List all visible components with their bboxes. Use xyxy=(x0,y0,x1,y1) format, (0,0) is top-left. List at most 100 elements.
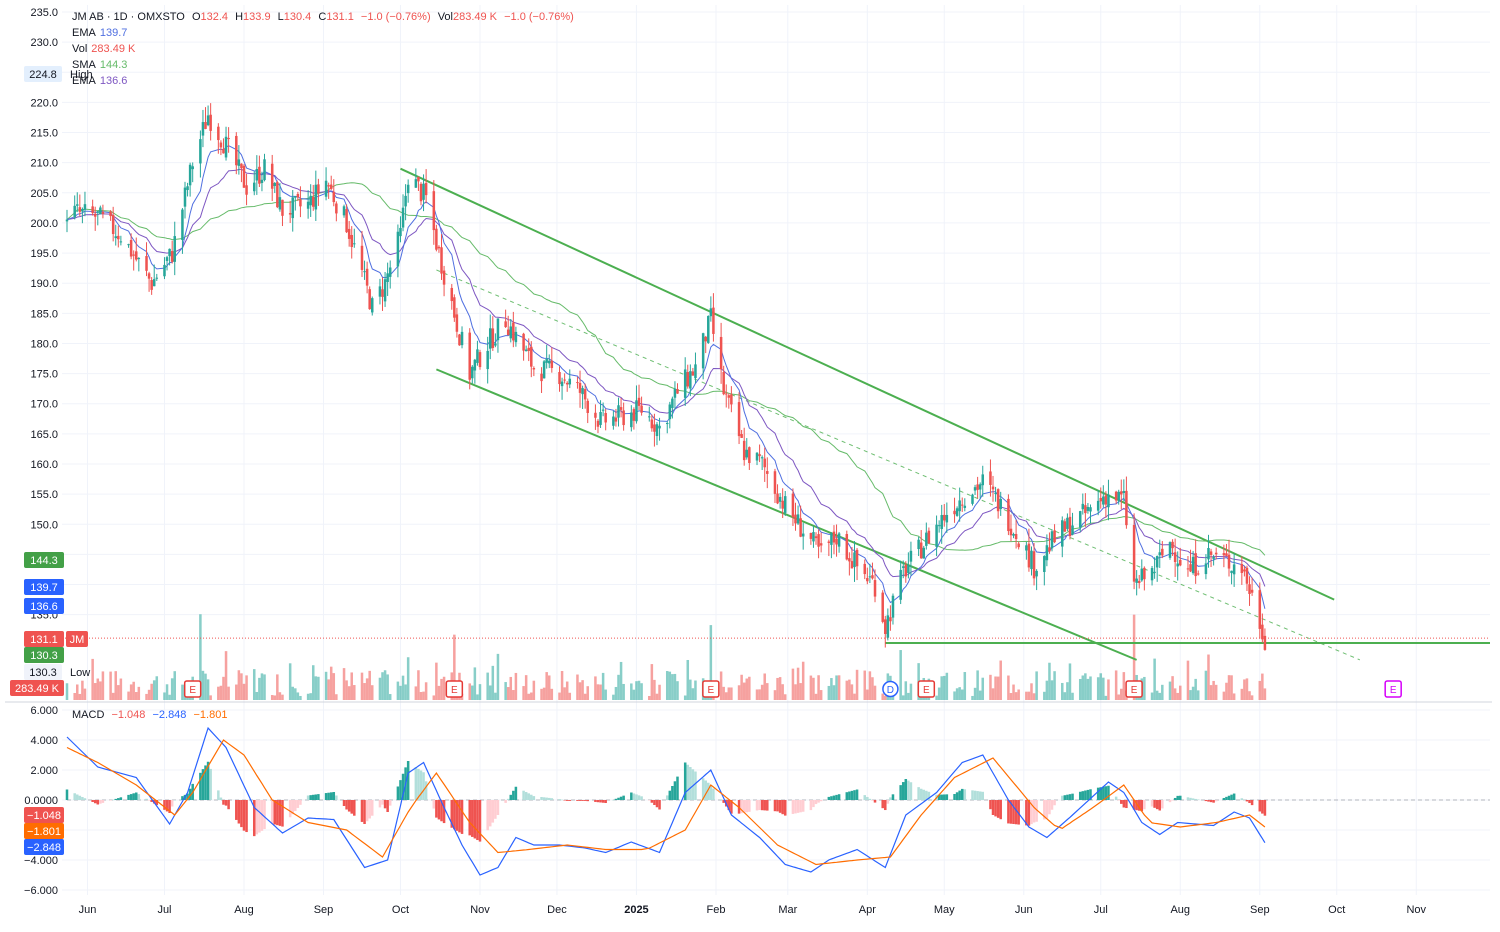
candle-body xyxy=(306,201,310,209)
candle-body xyxy=(1078,511,1082,528)
candle-body xyxy=(1009,528,1013,536)
volume-bar xyxy=(111,692,115,700)
candle-body xyxy=(383,279,387,302)
candle-body xyxy=(1107,494,1110,508)
candle-body xyxy=(960,504,964,506)
volume-legend[interactable]: Vol 283.49 K xyxy=(72,43,136,55)
x-tick-label: Mar xyxy=(778,904,797,916)
volume-bar xyxy=(181,684,184,700)
macd-histogram-bar xyxy=(776,800,779,812)
volume-bar xyxy=(1171,676,1174,700)
candle-body xyxy=(601,409,605,411)
macd-histogram-bar xyxy=(353,800,356,816)
candle-body xyxy=(704,336,707,342)
macd-signal-badge: −1.801 xyxy=(27,826,61,838)
candle-body xyxy=(1114,491,1118,501)
volume-bar xyxy=(491,665,495,700)
candle-body xyxy=(558,372,561,385)
macd-histogram-bar xyxy=(1161,800,1164,809)
candle-body xyxy=(199,139,202,164)
candle-body xyxy=(958,500,961,512)
volume-bar xyxy=(617,674,620,700)
volume-bar xyxy=(1191,686,1195,700)
macd-histogram-bar xyxy=(991,800,995,815)
macd-histogram-bar xyxy=(1071,793,1074,800)
x-tick-label: Aug xyxy=(1170,904,1190,916)
candle-body xyxy=(545,358,548,363)
candle-body xyxy=(1232,564,1236,575)
candle-body xyxy=(1186,568,1190,570)
volume-bar xyxy=(937,687,941,700)
macd-histogram-bar xyxy=(1066,794,1069,800)
volume-bar xyxy=(242,683,246,700)
candle-body xyxy=(1158,552,1162,556)
volume-bar xyxy=(1030,683,1033,700)
ema-slow-legend[interactable]: EMA 136.6 xyxy=(72,75,128,87)
candle-body xyxy=(1179,559,1182,566)
candle-body xyxy=(424,183,428,196)
low-value: 130.4 xyxy=(283,11,312,23)
volume-bar xyxy=(165,684,169,700)
macd-legend[interactable]: MACD −1.048 −2.848 −1.801 xyxy=(72,709,228,721)
candle-body xyxy=(676,389,679,394)
volume-bar xyxy=(496,653,500,700)
candle-body xyxy=(209,114,212,131)
macd-tick-label: −6.000 xyxy=(24,885,58,897)
event-label: E xyxy=(1390,685,1397,696)
candle-body xyxy=(165,257,169,261)
macd-histogram-bar xyxy=(245,800,248,833)
volume-bar xyxy=(1048,662,1051,700)
macd-histogram-bar xyxy=(814,800,818,805)
candle-body xyxy=(653,424,656,432)
ema-slow-line xyxy=(66,168,1266,587)
candle-body xyxy=(524,349,528,352)
macd-histogram-bar xyxy=(486,800,489,831)
candle-body xyxy=(778,496,782,502)
candle-body xyxy=(273,183,277,187)
volume-bar xyxy=(848,679,851,700)
macd-histogram-bar xyxy=(755,800,759,811)
candle-body xyxy=(396,231,400,267)
macd-histogram-bar xyxy=(496,800,500,815)
candle-body xyxy=(255,168,259,181)
candle-body xyxy=(1143,567,1146,580)
candle-body xyxy=(509,326,513,339)
volume-bar xyxy=(1153,658,1156,700)
macd-histogram-bar xyxy=(1032,800,1036,823)
macd-histogram-bar xyxy=(360,800,364,822)
volume-bar xyxy=(270,695,274,700)
volume-bar xyxy=(1007,675,1010,700)
macd-histogram-bar xyxy=(927,791,931,800)
x-tick-label: Sep xyxy=(1250,904,1270,916)
macd-histogram-bar xyxy=(1137,800,1141,811)
candle-body xyxy=(542,361,546,379)
candle-body xyxy=(863,563,867,575)
macd-histogram-bar xyxy=(1135,800,1138,811)
volume-bar xyxy=(342,668,346,700)
volume-bar xyxy=(278,692,282,700)
candle-body xyxy=(981,474,985,486)
volume-bar xyxy=(565,681,569,700)
channel-mid-line xyxy=(436,269,1361,661)
macd-signal-badge-bg xyxy=(24,823,64,839)
macd-histogram-bar xyxy=(653,800,656,805)
candle-body xyxy=(299,199,302,207)
ema-fast-legend[interactable]: EMA 139.7 xyxy=(72,27,128,39)
macd-histogram-bar xyxy=(119,797,123,800)
volume-bar xyxy=(601,672,605,700)
candle-body xyxy=(506,329,510,336)
volume-bar xyxy=(368,670,371,700)
sma-legend[interactable]: SMA 144.3 xyxy=(72,59,128,71)
macd-histogram-bar xyxy=(689,767,692,800)
candle-body xyxy=(707,316,710,343)
volume-bar xyxy=(1222,691,1226,700)
volume-bar xyxy=(201,670,205,700)
volume-bar xyxy=(152,680,156,700)
candle-body xyxy=(437,246,441,249)
y-tick-label: 185.0 xyxy=(30,308,58,320)
volume-bar xyxy=(109,671,112,700)
symbol-label[interactable]: JM AB · 1D · OMXSTO xyxy=(72,11,185,23)
candle-body xyxy=(835,538,838,545)
y-tick-label: 160.0 xyxy=(30,459,58,471)
